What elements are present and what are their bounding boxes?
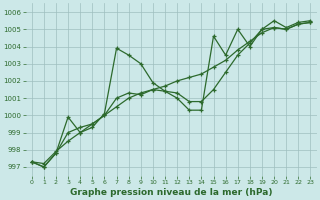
- X-axis label: Graphe pression niveau de la mer (hPa): Graphe pression niveau de la mer (hPa): [70, 188, 272, 197]
